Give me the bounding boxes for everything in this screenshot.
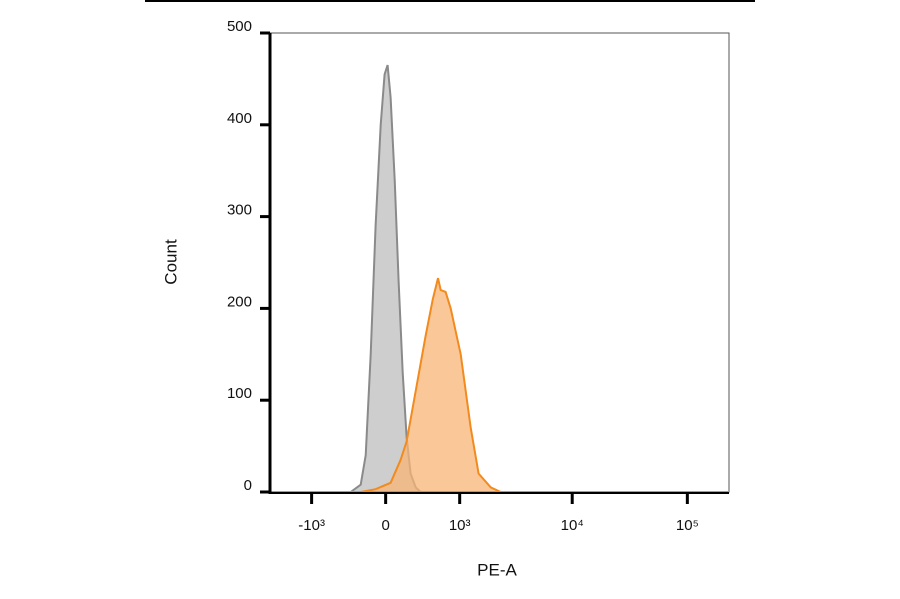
x-tick-label: 0 xyxy=(381,517,389,534)
y-tick-label: 0 xyxy=(244,477,252,494)
x-tick-label: -10³ xyxy=(298,517,325,534)
y-tick-label: 400 xyxy=(227,110,252,127)
y-tick-label: 200 xyxy=(227,293,252,310)
x-tick-label: 10⁵ xyxy=(676,517,699,534)
histogram-area xyxy=(360,277,502,493)
y-tick-label: 300 xyxy=(227,202,252,219)
x-axis-label: PE-A xyxy=(477,560,517,579)
x-tick-label: 10³ xyxy=(449,517,471,534)
y-tick-label: 500 xyxy=(227,18,252,35)
x-tick-label: 10⁴ xyxy=(561,517,584,534)
plot-frame xyxy=(269,32,730,493)
y-axis-label: Count xyxy=(161,239,180,285)
y-tick-label: 100 xyxy=(227,385,252,402)
